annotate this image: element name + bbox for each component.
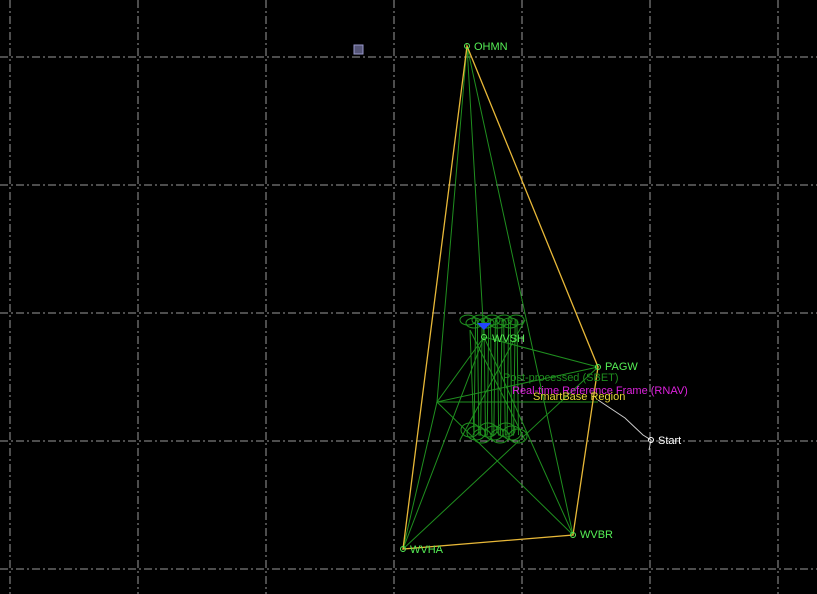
layer-label: SmartBase Region xyxy=(533,391,625,403)
trajectory-loop xyxy=(495,314,513,326)
trajectory-loop xyxy=(508,428,528,444)
vehicle-icon xyxy=(477,323,491,330)
station-point[interactable] xyxy=(464,43,470,49)
layer-label: Real-time Reference Frame (RNAV) xyxy=(512,385,688,397)
station-label: Start xyxy=(658,435,681,447)
station-label: WVSH xyxy=(492,333,525,345)
trajectory-loop xyxy=(459,314,477,326)
start-path xyxy=(597,399,652,451)
start-point[interactable] xyxy=(648,437,654,443)
station-label: OHMN xyxy=(474,41,508,53)
layer-label: Post-processed (SBET) xyxy=(503,372,619,384)
station-label: WVBR xyxy=(580,529,613,541)
station-point[interactable] xyxy=(400,546,406,552)
station-label: WVHA xyxy=(410,544,444,556)
trajectory-lines xyxy=(469,319,519,436)
stations xyxy=(400,43,654,552)
station-point[interactable] xyxy=(595,364,601,370)
station-point[interactable] xyxy=(481,334,487,340)
trajectory-loop xyxy=(507,314,525,326)
trajectory-loop xyxy=(501,317,519,329)
trajectory xyxy=(436,314,598,444)
marker-square[interactable] xyxy=(353,44,364,55)
smartbase-region xyxy=(402,43,599,550)
station-label: PAGW xyxy=(605,361,638,373)
station-point[interactable] xyxy=(570,532,576,538)
trajectory-loop xyxy=(483,314,501,326)
trajectory-loop xyxy=(496,422,516,438)
